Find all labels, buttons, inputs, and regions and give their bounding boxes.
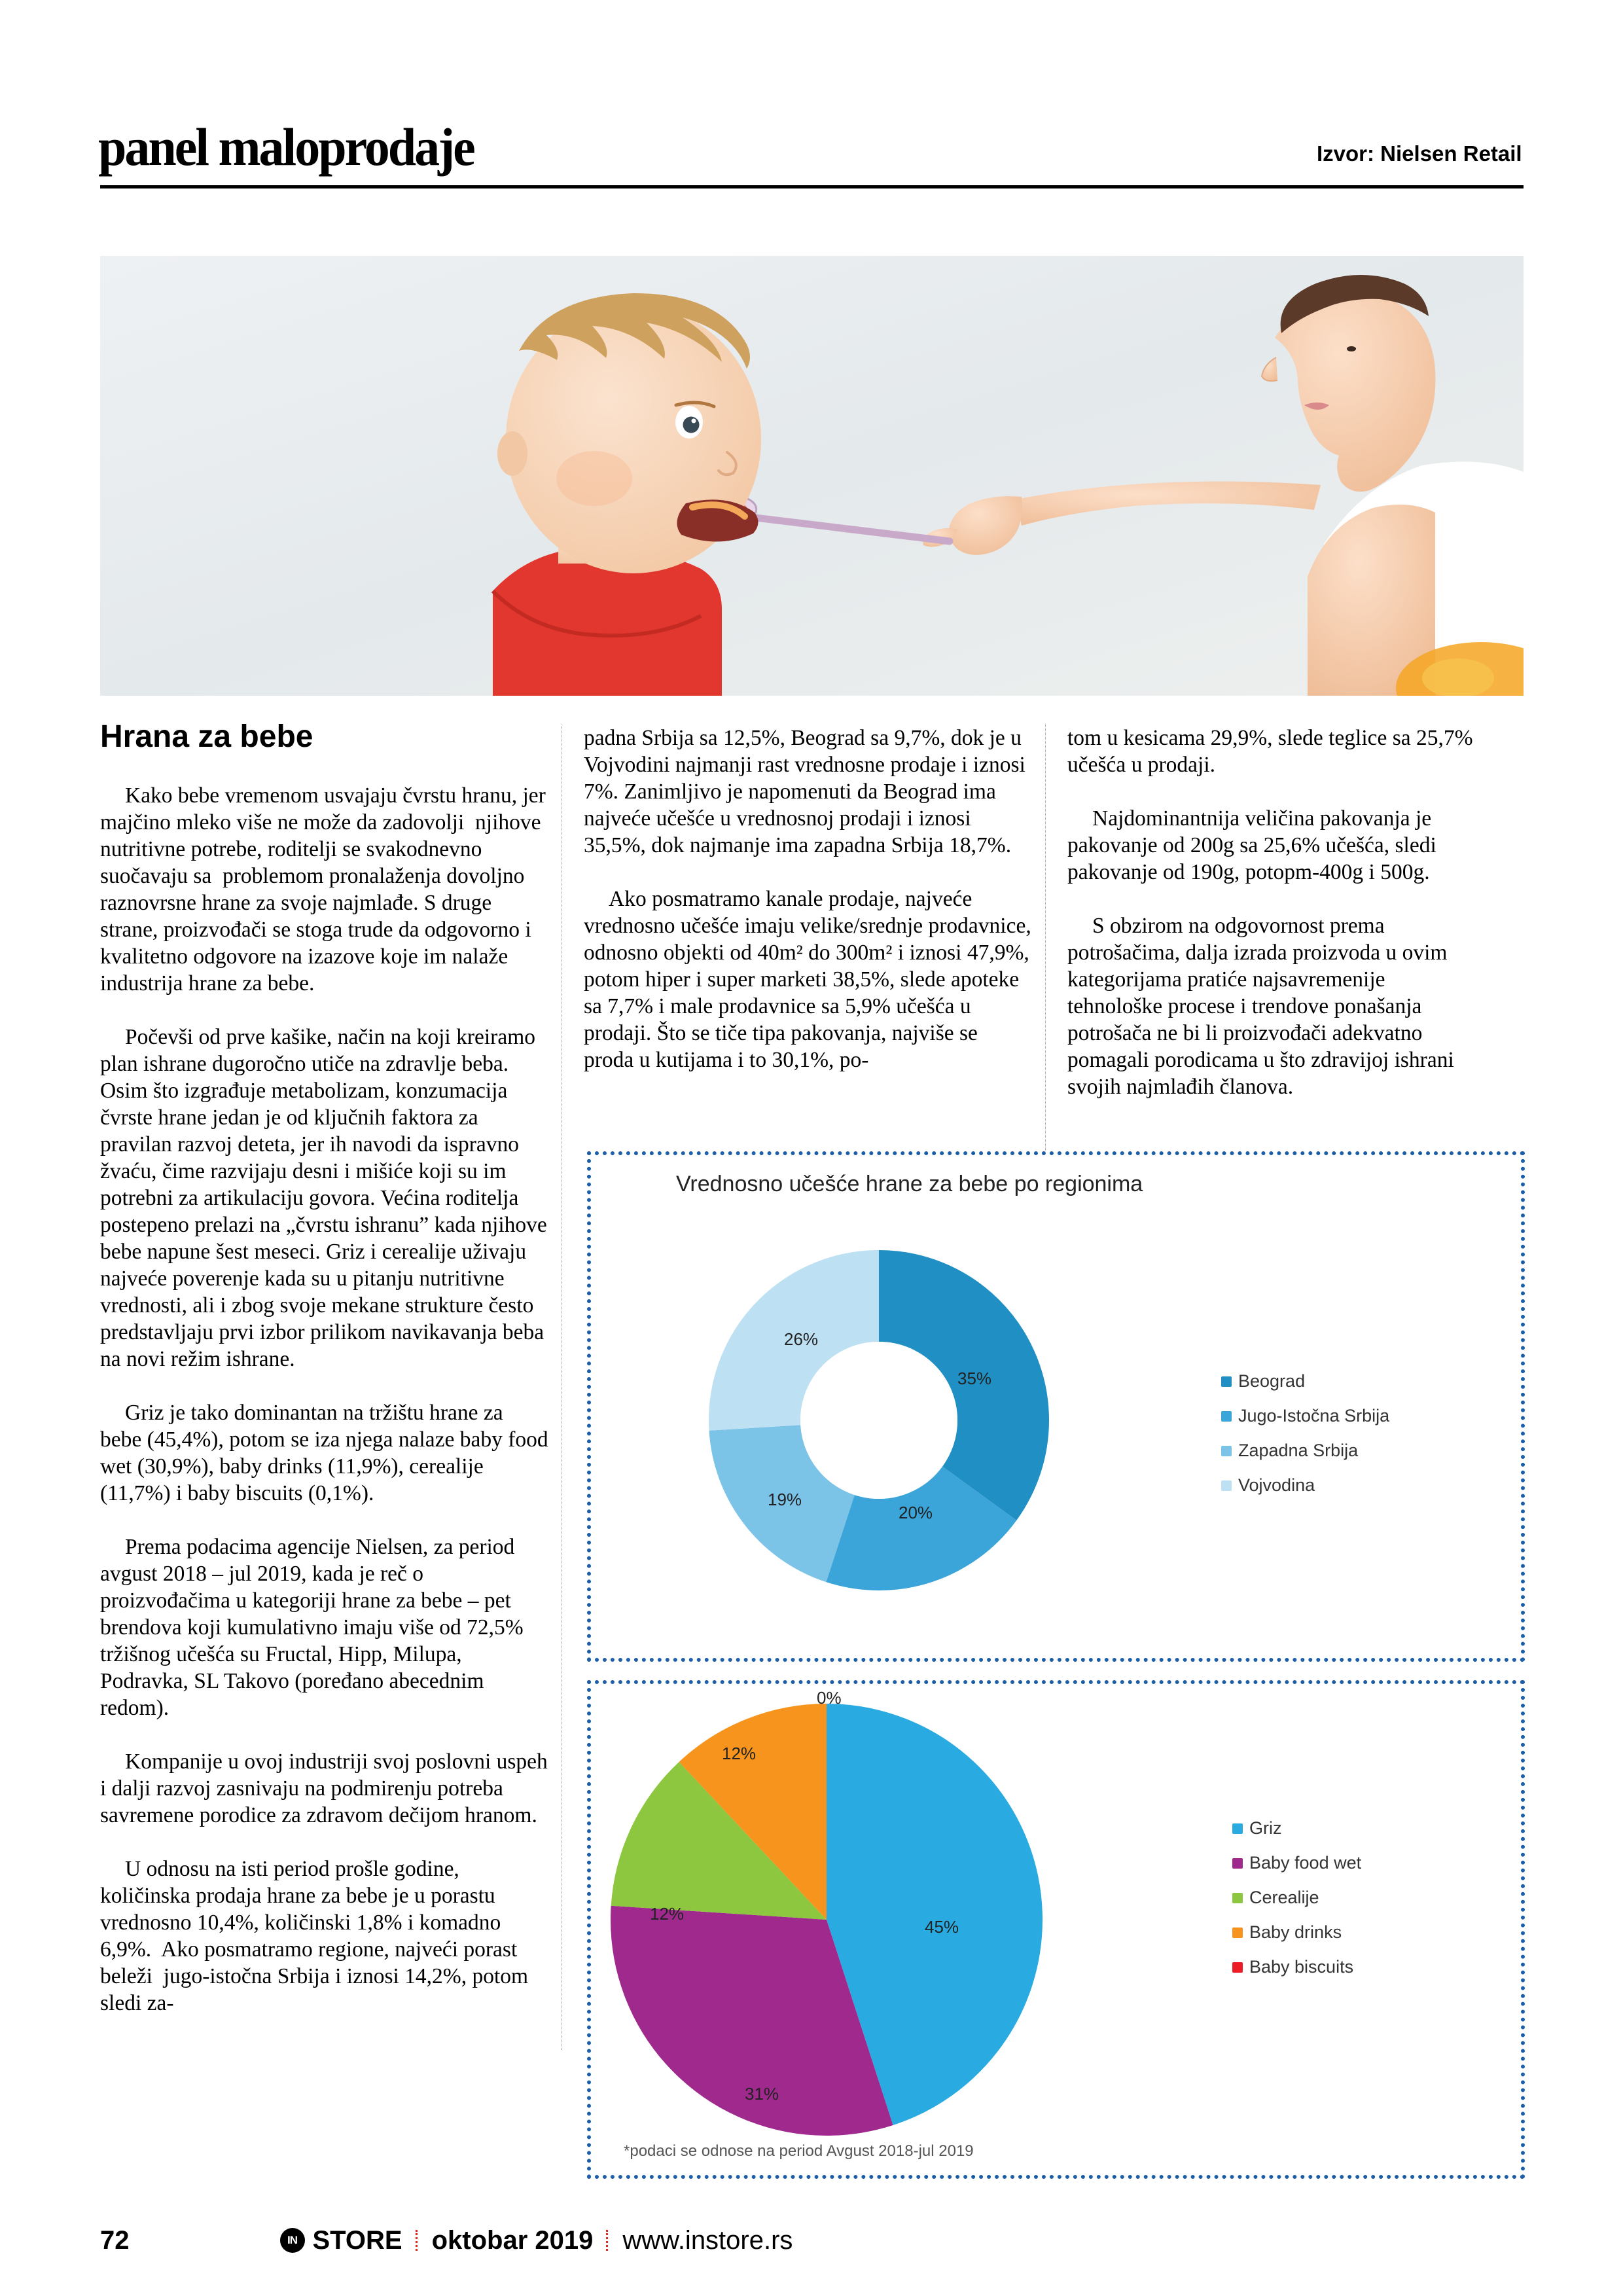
svg-text:35%: 35% [957,1369,991,1388]
svg-text:12%: 12% [722,1744,756,1763]
svg-text:31%: 31% [745,2084,779,2104]
svg-text:45%: 45% [925,1917,959,1937]
svg-text:0%: 0% [817,1691,842,1708]
svg-text:20%: 20% [899,1503,933,1522]
svg-text:12%: 12% [650,1904,684,1924]
svg-text:26%: 26% [784,1329,818,1349]
svg-text:19%: 19% [768,1490,802,1509]
